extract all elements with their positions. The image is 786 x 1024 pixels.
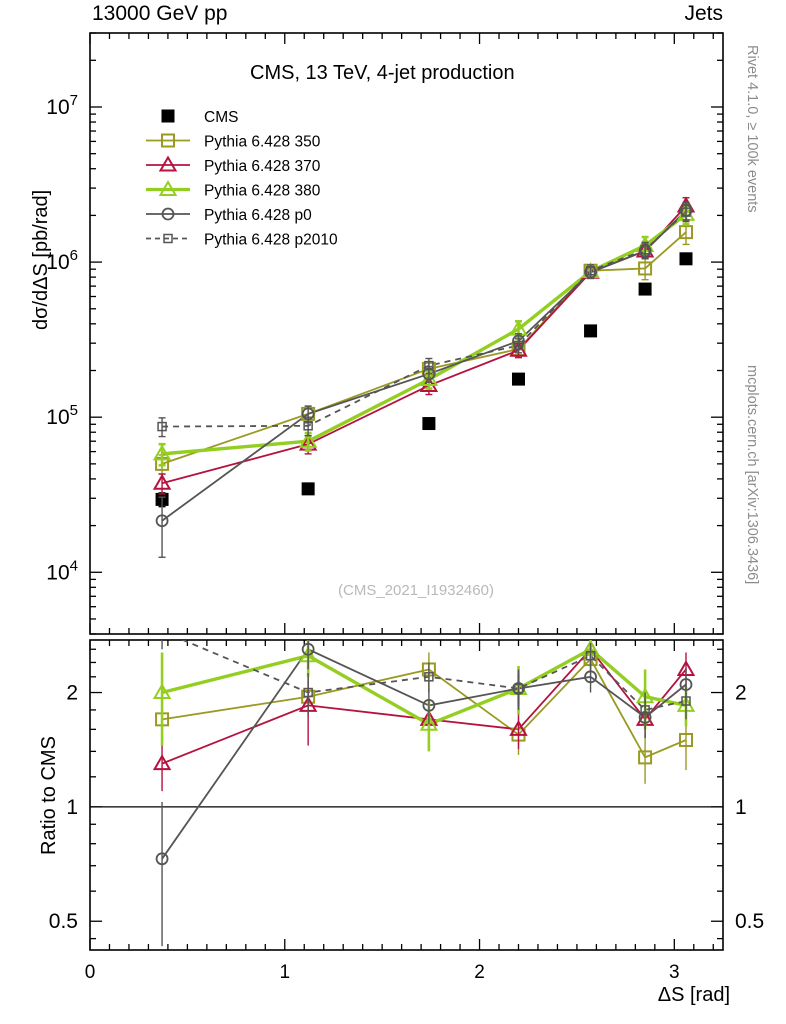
marker-open-triangle [298,431,318,448]
ratio-marker-group [509,719,528,736]
marker-open-square [638,261,653,276]
marker-open-square-small [513,340,524,351]
x-tick-label-1: 1 [279,962,290,983]
ratio-panel-frame [89,639,724,951]
marker-open-triangle [419,714,439,731]
ratio-marker-group [303,687,313,698]
marker-open-square-small [303,421,313,431]
ratio-marker-group [155,852,169,866]
marker-filled-square [301,482,315,496]
main-panel-frame [89,32,724,635]
watermark: (CMS_2021_I1932460) [338,582,494,599]
legend-label-2[interactable]: Pythia 6.428 370 [204,158,321,175]
ratio-marker-group [681,696,691,706]
marker-open-square-small [157,421,167,432]
main-y-tick-label-1: 106 [46,247,78,274]
x-tick-label-2: 2 [474,962,485,983]
header-left: 13000 GeV pp [92,2,228,25]
legend-label-3[interactable]: Pythia 6.428 380 [204,183,321,200]
legend-label-5[interactable]: Pythia 6.428 p2010 [204,232,338,249]
ratio-marker-group [640,705,650,715]
marker-open-square [161,133,175,148]
ratio-y-tick-label-r-2: 2 [735,682,747,705]
marker-open-square-small [424,360,434,371]
ratio-marker-group [584,670,597,684]
marker-open-circle [155,514,169,528]
marker-open-square [638,750,653,765]
marker-open-triangle [152,473,172,490]
marker-open-square-small [513,683,524,694]
marker-open-triangle [509,719,528,736]
marker-open-triangle [152,683,172,700]
marker-filled-square [511,372,525,386]
marker-filled-square [161,109,175,123]
main-y-tick-label-3: 104 [46,557,78,584]
marker-open-square [678,732,693,747]
marker-open-square-small [640,245,650,255]
marker-open-triangle [152,754,172,771]
marker-open-circle [301,642,315,656]
ratio-y-tick-label-l-1: 1 [66,796,78,819]
marker-open-circle [422,698,436,712]
marker-open-circle [584,670,597,684]
ratio-y-tick-label-r-0: 0.5 [735,910,764,933]
ratio-y-tick-label-r-1: 1 [735,796,747,819]
marker-open-circle [161,207,175,221]
marker-filled-square [584,324,598,338]
ratio-marker-group [419,714,439,731]
marker-open-triangle [158,179,178,196]
x-tick-label-0: 0 [85,962,96,983]
ratio-marker-group [301,642,315,656]
legend-label-0[interactable]: CMS [204,109,238,126]
marker-open-square-small [585,650,596,661]
x-axis-label: ΔS [rad] [657,984,730,1006]
marker-open-triangle [152,444,172,461]
marker-open-square-small [640,705,650,715]
ratio-marker-group [513,683,524,694]
marker-filled-square [422,417,436,431]
series-line-ratio-4 [161,648,687,860]
plot-title: CMS, 13 TeV, 4-jet production [250,62,515,84]
ratio-marker-group [152,754,172,771]
ratio-y-tick-label-l-0: 0.5 [49,910,78,933]
series-line-main-4 [161,209,687,522]
main-y-tick-label-0: 107 [46,92,78,119]
main-y-tick-label-2: 105 [46,402,78,429]
legend-label-4[interactable]: Pythia 6.428 p0 [204,207,312,224]
ratio-marker-group [638,750,653,765]
marker-open-square-small [585,265,596,276]
marker-open-square [678,225,693,240]
ratio-marker-group [424,672,434,682]
marker-open-square-small [303,687,313,698]
ratio-marker-group [152,683,172,700]
marker-open-circle [155,852,169,866]
x-tick-label-3: 3 [669,962,680,983]
marker-open-square-small [681,696,691,706]
ratio-marker-group [422,698,436,712]
marker-filled-square [638,282,652,296]
series-line-ratio-3 [161,647,687,727]
ratio-marker-group [585,650,596,661]
marker-open-square-small [163,233,173,244]
ratio-marker-group [678,732,693,747]
marker-open-square-small [681,207,691,217]
marker-open-triangle [158,155,178,172]
legend-label-1[interactable]: Pythia 6.428 350 [204,134,321,151]
ratio-y-tick-label-l-2: 2 [66,682,78,705]
header-right: Jets [684,2,723,25]
marker-filled-square [679,252,693,266]
marker-open-square-small [424,672,434,682]
